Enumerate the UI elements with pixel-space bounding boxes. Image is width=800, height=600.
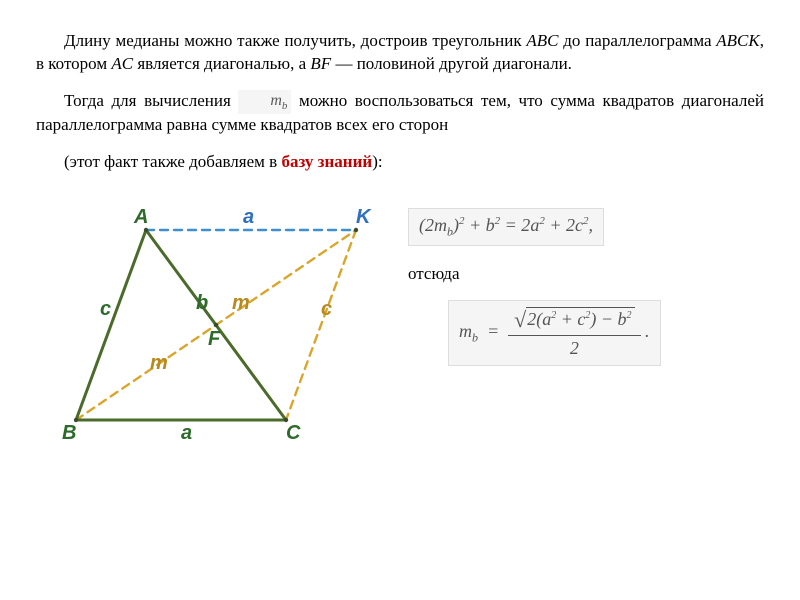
equation-1: (2mb)2 + b2 = 2a2 + 2c2, [408, 208, 604, 247]
parallelogram-diagram: A K B C Fa a c c b m m [36, 200, 396, 460]
diagram-label-C: C [286, 422, 300, 445]
paragraph-2: Тогда для вычисления mb можно воспользов… [36, 90, 764, 137]
paragraph-1: Длину медианы можно также получить, дост… [36, 30, 764, 76]
equation-2: mb = √2(a2 + c2) − b2 2 . [448, 300, 661, 366]
diagram-label-a_bot: a [181, 422, 192, 445]
diagram-label-m_lower: m [150, 352, 168, 375]
otsuda-text: отсюда [408, 264, 764, 284]
diagram-label-m_upper: m [232, 292, 250, 315]
diagram-label-c_right: c [321, 298, 332, 321]
paragraph-3: (этот факт также добавляем в базу знаний… [36, 151, 764, 174]
diagram-label-F: F [208, 328, 220, 351]
diagram-label-a_top: a [243, 206, 254, 229]
diagram-label-B: B [62, 422, 76, 445]
diagram-label-A: A [134, 206, 148, 229]
mb-inline-symbol: mb [238, 90, 291, 114]
formula-block: (2mb)2 + b2 = 2a2 + 2c2, отсюда mb = √2(… [408, 200, 764, 460]
diagram-label-K: K [356, 206, 370, 229]
diagram-label-c_left: c [100, 298, 111, 321]
diagram-label-b: b [196, 292, 208, 315]
